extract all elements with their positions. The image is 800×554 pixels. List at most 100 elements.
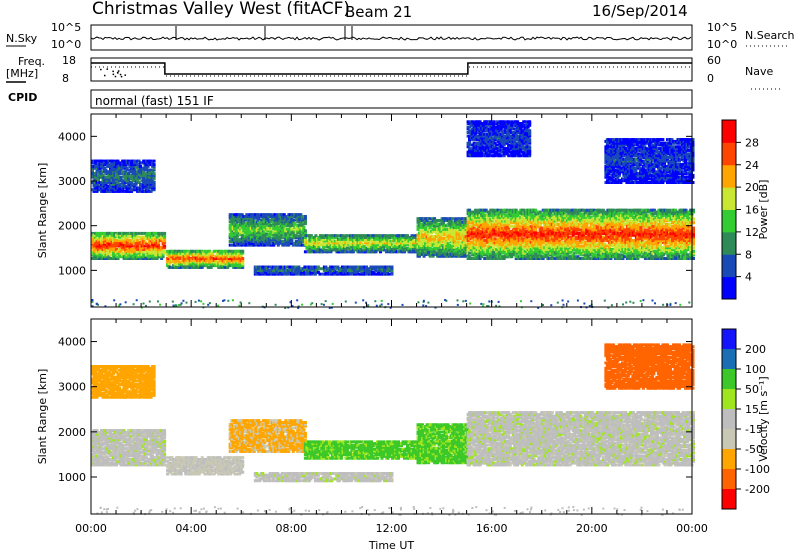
power-cell — [311, 243, 315, 247]
power-cell — [390, 267, 394, 271]
power-cell — [501, 251, 505, 255]
power-cell — [181, 264, 185, 268]
power-cell — [104, 249, 108, 253]
power-cell — [252, 243, 256, 247]
power-cell — [519, 249, 523, 253]
power-cell — [290, 241, 294, 245]
power-cell — [231, 240, 235, 243]
nsky-trace — [90, 36, 692, 41]
power-cell — [208, 258, 212, 262]
power-cell — [480, 230, 484, 234]
power-cell — [538, 210, 542, 214]
power-cell — [326, 248, 330, 252]
power-cell — [190, 260, 194, 264]
power-cell — [266, 216, 270, 220]
power-cell — [525, 237, 529, 241]
power-cell — [472, 239, 476, 243]
power-cell — [421, 222, 424, 226]
power-cell — [258, 232, 262, 236]
power-cell — [320, 248, 324, 252]
power-cell — [140, 251, 144, 255]
power-cell — [214, 249, 218, 253]
power-cell — [91, 240, 94, 244]
nave-dot — [117, 72, 119, 74]
power-cell — [140, 242, 144, 246]
power-cell — [187, 253, 191, 257]
power-cell — [303, 265, 307, 269]
power-cell — [323, 237, 327, 241]
power-cell — [486, 249, 490, 253]
power-cell — [397, 241, 400, 245]
power-cell — [94, 257, 97, 260]
power-cell — [91, 231, 94, 235]
power-cell — [483, 217, 487, 221]
power-cell — [520, 230, 524, 234]
power-cell — [505, 248, 509, 251]
power-cell — [386, 237, 390, 241]
power-cell — [252, 223, 256, 227]
power-cell — [454, 217, 458, 221]
power-cell — [428, 226, 432, 230]
power-cell — [480, 223, 484, 226]
power-cell — [348, 236, 352, 239]
power-cell — [534, 228, 538, 232]
power-cell — [91, 257, 94, 260]
power-cell — [157, 237, 161, 241]
power-cell — [121, 251, 125, 255]
power-cell — [309, 244, 313, 248]
power-cell — [286, 272, 290, 276]
power-cell — [254, 240, 258, 243]
power-cell — [495, 248, 499, 251]
power-cell — [493, 239, 497, 243]
power-cell — [326, 234, 330, 238]
power-cell — [469, 217, 473, 221]
power-cell — [516, 230, 520, 234]
power-cell — [425, 233, 429, 237]
power-echo-band — [303, 234, 432, 254]
power-cell — [300, 272, 304, 276]
power-cell — [452, 231, 456, 235]
power-cell — [327, 239, 331, 243]
power-cell — [188, 257, 192, 260]
power-cell — [532, 215, 536, 219]
power-cell — [103, 257, 106, 260]
power-cell — [517, 237, 521, 241]
power-cell — [92, 253, 96, 257]
power-cell — [523, 219, 527, 223]
power-cell — [242, 220, 246, 224]
power-cell — [270, 238, 274, 242]
power-cell — [442, 222, 446, 226]
power-cell — [101, 239, 105, 243]
power-cell — [276, 227, 280, 231]
power-cell — [478, 219, 482, 223]
power-cell — [258, 234, 262, 238]
power-cell — [163, 239, 167, 243]
power-cell — [240, 234, 244, 238]
power-cell — [401, 239, 405, 243]
power-cell — [360, 234, 364, 238]
power-cell — [498, 217, 502, 221]
power-cell — [525, 231, 529, 235]
power-cell — [176, 255, 180, 259]
power-cell — [133, 249, 137, 253]
power-cell — [463, 252, 467, 256]
nave-dot — [114, 75, 117, 78]
power-cell — [350, 246, 354, 250]
power-cell — [233, 231, 237, 235]
power-cell — [522, 208, 526, 212]
power-cell — [487, 244, 491, 248]
power-cell — [478, 226, 482, 230]
power-cell — [303, 220, 307, 224]
power-cell — [427, 235, 431, 239]
power-cell — [303, 250, 307, 254]
power-cell — [480, 208, 484, 212]
power-cell — [220, 253, 224, 257]
power-cell — [502, 212, 506, 216]
power-cell — [439, 235, 443, 239]
power-cell — [374, 248, 378, 252]
power-cell — [272, 234, 276, 238]
power-cell — [486, 219, 490, 223]
power-cell — [360, 237, 364, 241]
power-cell — [240, 222, 244, 226]
power-cell — [212, 262, 216, 266]
